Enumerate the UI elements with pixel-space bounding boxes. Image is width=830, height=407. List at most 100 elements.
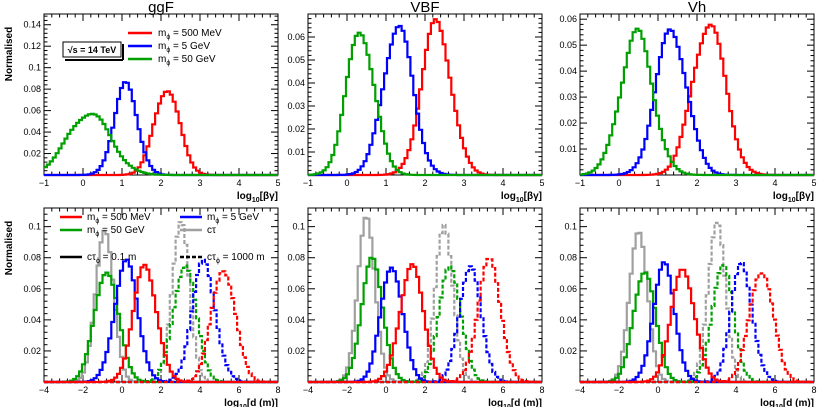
x-tick-label: 4 bbox=[733, 385, 738, 395]
y-tick-label: 0.06 bbox=[287, 32, 305, 42]
x-axis-label: log10[βγ] bbox=[773, 191, 814, 204]
legend-label-sub: ϕ bbox=[166, 34, 170, 41]
x-tick-label: 4 bbox=[236, 178, 241, 188]
series-line-m-50-gev-solid bbox=[308, 31, 542, 177]
plot-frame bbox=[307, 207, 543, 383]
legend-label: cτ bbox=[207, 225, 216, 236]
panel-4: −4 −2 0 2 4 6 8 0.02 0.04 0.06 0.08 0.1 log10[d (m)]… bbox=[4, 207, 281, 407]
x-tick-label: 4 bbox=[461, 385, 466, 395]
series-line-c--dashed bbox=[44, 221, 278, 384]
legend-label-part: = 5 GeV bbox=[219, 212, 259, 223]
y-tick-label: 0.01 bbox=[287, 147, 305, 157]
panels: ggF−1 0 1 2 3 4 50.020.040.060.080.10.120.14lo… bbox=[4, 0, 817, 407]
x-axis-label: log10[βγ] bbox=[501, 191, 542, 204]
x-axis-label-part: [d (m)] bbox=[783, 398, 814, 407]
x-tick-label: 6 bbox=[500, 385, 505, 395]
y-tick-label: 0.04 bbox=[23, 127, 41, 137]
legend-label-part: m bbox=[158, 41, 166, 52]
energy-box: √s = 14 TeV bbox=[62, 41, 124, 61]
legend-label-sub: ϕ bbox=[96, 258, 100, 265]
series-line-m-5-gev-solid bbox=[580, 28, 814, 177]
legend-label-sub: ϕ bbox=[95, 218, 99, 225]
legend-label-part: = 1000 m bbox=[220, 252, 265, 263]
panel-title: ggF bbox=[148, 0, 174, 16]
x-axis-label: log10[d (m)] bbox=[224, 398, 278, 407]
x-tick-label: 4 bbox=[500, 178, 505, 188]
series-line-m-500-mev-dashed bbox=[580, 272, 814, 384]
x-axis-label-sub: 10 bbox=[775, 404, 783, 407]
x-tick-label: 6 bbox=[236, 385, 241, 395]
energy-box-label: √s = 14 TeV bbox=[68, 45, 117, 55]
series-line-m-50-gev-dashed bbox=[44, 264, 278, 384]
y-tick-label: 0.03 bbox=[559, 92, 577, 102]
series-line-c--solid bbox=[308, 216, 542, 384]
y-tick-label: 0.03 bbox=[287, 101, 305, 111]
x-tick-label: −1 bbox=[39, 178, 49, 188]
x-tick-label: 8 bbox=[275, 385, 280, 395]
x-tick-label: 0 bbox=[655, 385, 660, 395]
plot-frame bbox=[579, 207, 815, 383]
y-tick-label: 0.02 bbox=[287, 124, 305, 134]
panel-title: Vh bbox=[688, 0, 706, 16]
x-axis-label-part: log bbox=[760, 398, 775, 407]
legend-label-part: = 50 GeV bbox=[170, 54, 216, 65]
legend-label-sub: ϕ bbox=[166, 60, 170, 67]
x-tick-label: 0 bbox=[80, 178, 85, 188]
x-tick-label: 2 bbox=[158, 385, 163, 395]
x-tick-label: −1 bbox=[575, 178, 585, 188]
legend-label: mϕ = 5 GeV bbox=[207, 212, 259, 225]
x-tick-label: 2 bbox=[694, 385, 699, 395]
x-tick-label: 5 bbox=[539, 178, 544, 188]
legend-label-sub: ϕ bbox=[216, 258, 220, 265]
x-axis-label: log10[βγ] bbox=[237, 191, 278, 204]
legend-label: cτϕ = 1000 m bbox=[207, 252, 265, 265]
y-tick-label: 0.06 bbox=[23, 106, 41, 116]
legend-label: mϕ = 50 GeV bbox=[158, 54, 216, 67]
x-tick-label: 6 bbox=[772, 385, 777, 395]
y-tick-label: 0.08 bbox=[287, 253, 305, 263]
series-line-m-500-mev-dashed bbox=[308, 257, 542, 384]
legend-label-part: cτ bbox=[87, 252, 96, 263]
y-tick-label: 0.06 bbox=[559, 14, 577, 24]
x-tick-label: 3 bbox=[733, 178, 738, 188]
series-line-c--dashed bbox=[580, 221, 814, 384]
legend-label-part: = 500 MeV bbox=[99, 212, 151, 223]
panel-3: Vh −1 0 1 2 3 4 5 0.01 0.02 0.03 0.04 0.05 0.06 log10[… bbox=[559, 0, 816, 204]
x-tick-label: 0 bbox=[344, 178, 349, 188]
x-axis-label: log10[d (m)] bbox=[488, 398, 542, 407]
x-tick-label: 0 bbox=[119, 385, 124, 395]
legend-label-part: = 500 MeV bbox=[170, 28, 222, 39]
x-axis-label-sub: 10 bbox=[503, 404, 511, 407]
y-tick-label: 0.08 bbox=[23, 253, 41, 263]
x-axis-label-part: log bbox=[773, 191, 788, 202]
x-tick-label: −1 bbox=[303, 178, 313, 188]
x-axis-label-part: [βγ] bbox=[260, 191, 278, 202]
y-tick-label: 0.02 bbox=[559, 346, 577, 356]
series-line-c--solid bbox=[580, 231, 814, 384]
legend-label: cτϕ = 0.1 m bbox=[87, 252, 136, 265]
y-tick-label: 0.02 bbox=[23, 149, 41, 159]
y-tick-label: 0.04 bbox=[23, 315, 41, 325]
y-tick-label: 0.08 bbox=[23, 84, 41, 94]
series-line-c--dashed bbox=[308, 223, 542, 384]
x-tick-label: 0 bbox=[616, 178, 621, 188]
x-axis-label-part: [d (m)] bbox=[247, 398, 278, 407]
y-tick-label: 0.02 bbox=[287, 346, 305, 356]
x-tick-label: −2 bbox=[342, 385, 352, 395]
x-axis-label-sub: 10 bbox=[239, 404, 247, 407]
x-axis-label-part: log bbox=[501, 191, 516, 202]
x-tick-label: 1 bbox=[383, 178, 388, 188]
y-tick-label: 0.06 bbox=[559, 284, 577, 294]
x-tick-label: 4 bbox=[197, 385, 202, 395]
legend-label-part: m bbox=[158, 54, 166, 65]
y-tick-label: 0.06 bbox=[287, 284, 305, 294]
x-tick-label: 8 bbox=[539, 385, 544, 395]
y-tick-label: 0.1 bbox=[564, 222, 577, 232]
x-axis-label: log10[d (m)] bbox=[760, 398, 814, 407]
x-tick-label: 2 bbox=[422, 385, 427, 395]
legend-label-sub: ϕ bbox=[215, 218, 219, 225]
legend-label-sub: ϕ bbox=[166, 47, 170, 54]
x-tick-label: −2 bbox=[614, 385, 624, 395]
y-tick-label: 0.1 bbox=[28, 222, 41, 232]
